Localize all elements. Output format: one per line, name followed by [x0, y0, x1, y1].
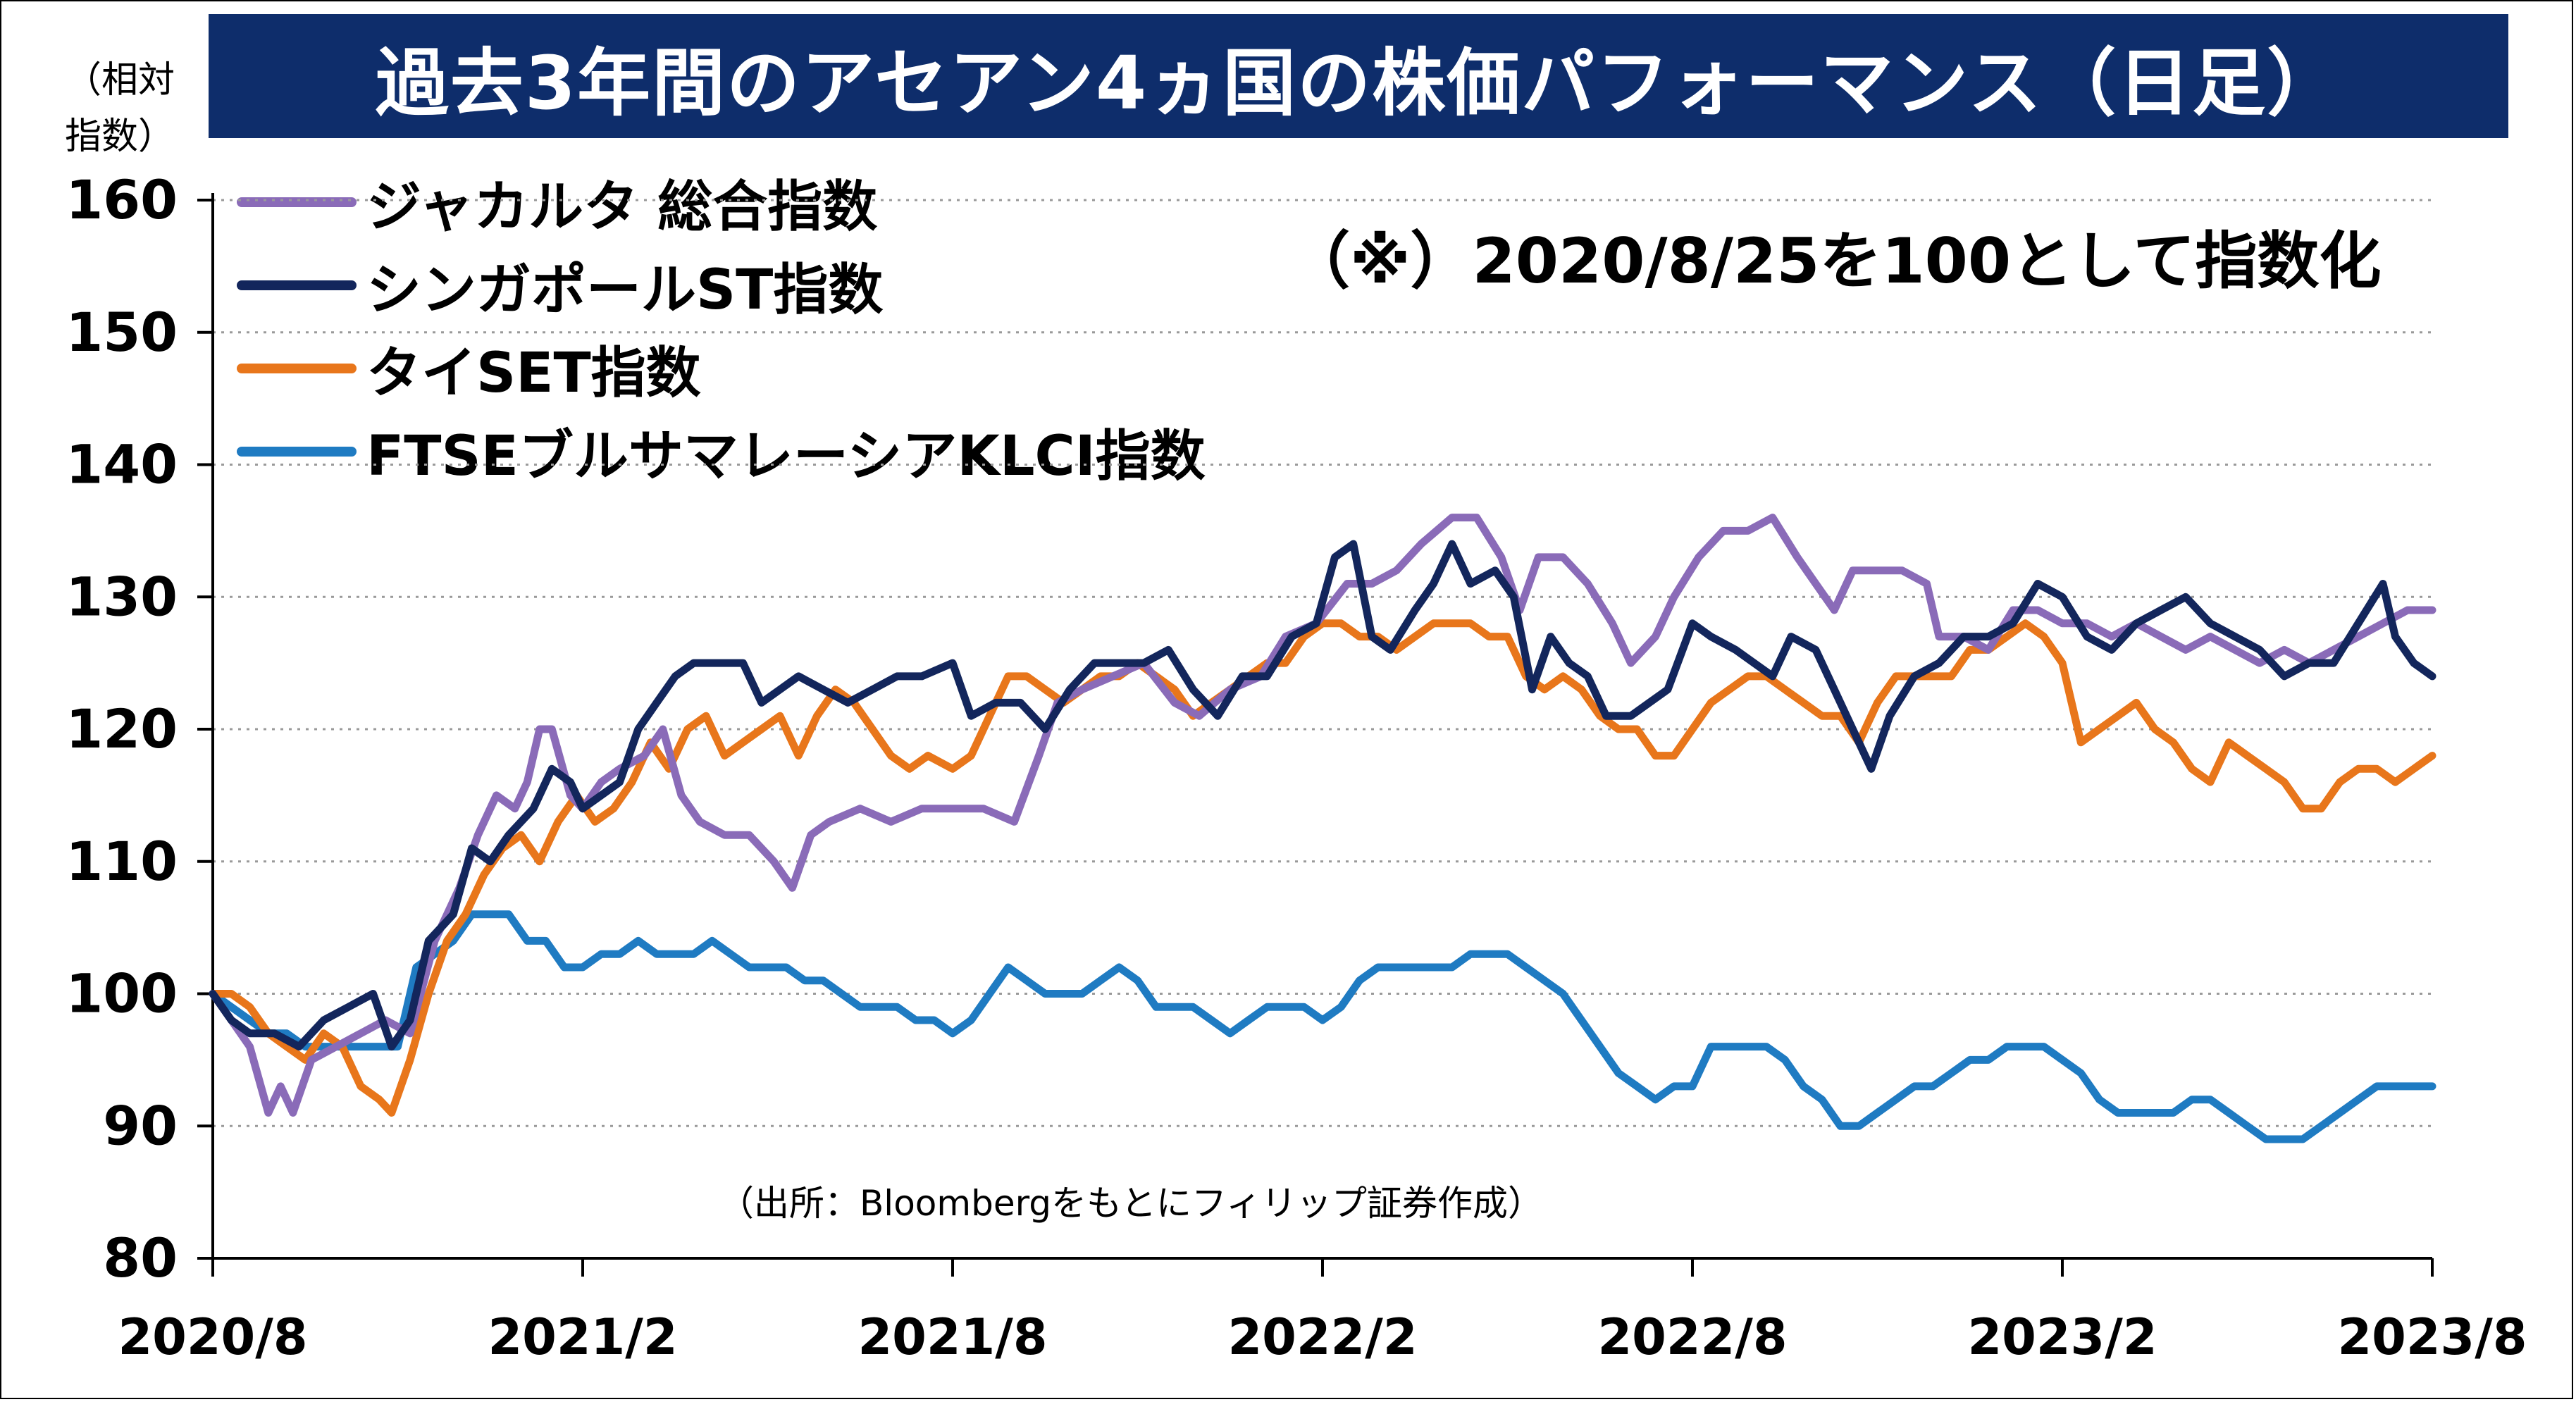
source-note: （出所：Bloombergをもとにフィリップ証券作成）: [719, 1183, 1543, 1224]
series-line-3: [209, 619, 2436, 1117]
x-tick-label: 2020/8: [118, 1308, 307, 1366]
y-tick-label: 160: [66, 168, 178, 231]
legend-label: ジャカルタ 総合指数: [366, 175, 878, 239]
legend-swatch: [237, 197, 357, 207]
legend-swatch: [237, 447, 357, 457]
legend-label: シンガポールST指数: [366, 259, 884, 322]
y-tick-label: 150: [66, 301, 178, 364]
series-line-1: [209, 514, 2436, 1117]
x-tick-label: 2023/2: [1967, 1308, 2157, 1366]
y-tick-label: 100: [66, 962, 178, 1025]
index-note: （※）2020/8/25を100として指数化: [1288, 225, 2382, 297]
legend-item: タイSET指数: [237, 327, 1206, 410]
y-tick-label: 130: [66, 565, 178, 628]
series-line-4: [209, 910, 2436, 1143]
legend-label: FTSEブルサマレーシアKLCI指数: [366, 425, 1206, 488]
x-tick-label: 2022/2: [1227, 1308, 1417, 1366]
x-tick-label: 2021/2: [488, 1308, 677, 1366]
legend: ジャカルタ 総合指数 シンガポールST指数 タイSET指数 FTSEブルサマレーシアK…: [237, 161, 1206, 493]
legend-item: FTSEブルサマレーシアKLCI指数: [237, 410, 1206, 493]
series-line-2: [209, 540, 2436, 1051]
x-tick-label: 2021/8: [857, 1308, 1047, 1366]
legend-item: シンガポールST指数: [237, 244, 1206, 327]
y-tick-label: 110: [66, 830, 178, 893]
legend-label: タイSET指数: [366, 342, 701, 405]
y-tick-label: 80: [103, 1227, 178, 1289]
x-tick-label: 2022/8: [1597, 1308, 1787, 1366]
x-tick-label: 2023/8: [2337, 1308, 2527, 1366]
legend-swatch: [237, 280, 357, 290]
y-tick-label: 90: [103, 1094, 178, 1157]
y-tick-label: 140: [66, 433, 178, 496]
legend-swatch: [237, 364, 357, 373]
y-tick-label: 120: [66, 697, 178, 760]
y-axis-unit-label: （相対 指数）: [64, 59, 175, 158]
chart-title: 過去3年間のアセアン4ヵ国の株価パフォーマンス（日足）: [209, 14, 2508, 138]
legend-item: ジャカルタ 総合指数: [237, 161, 1206, 244]
